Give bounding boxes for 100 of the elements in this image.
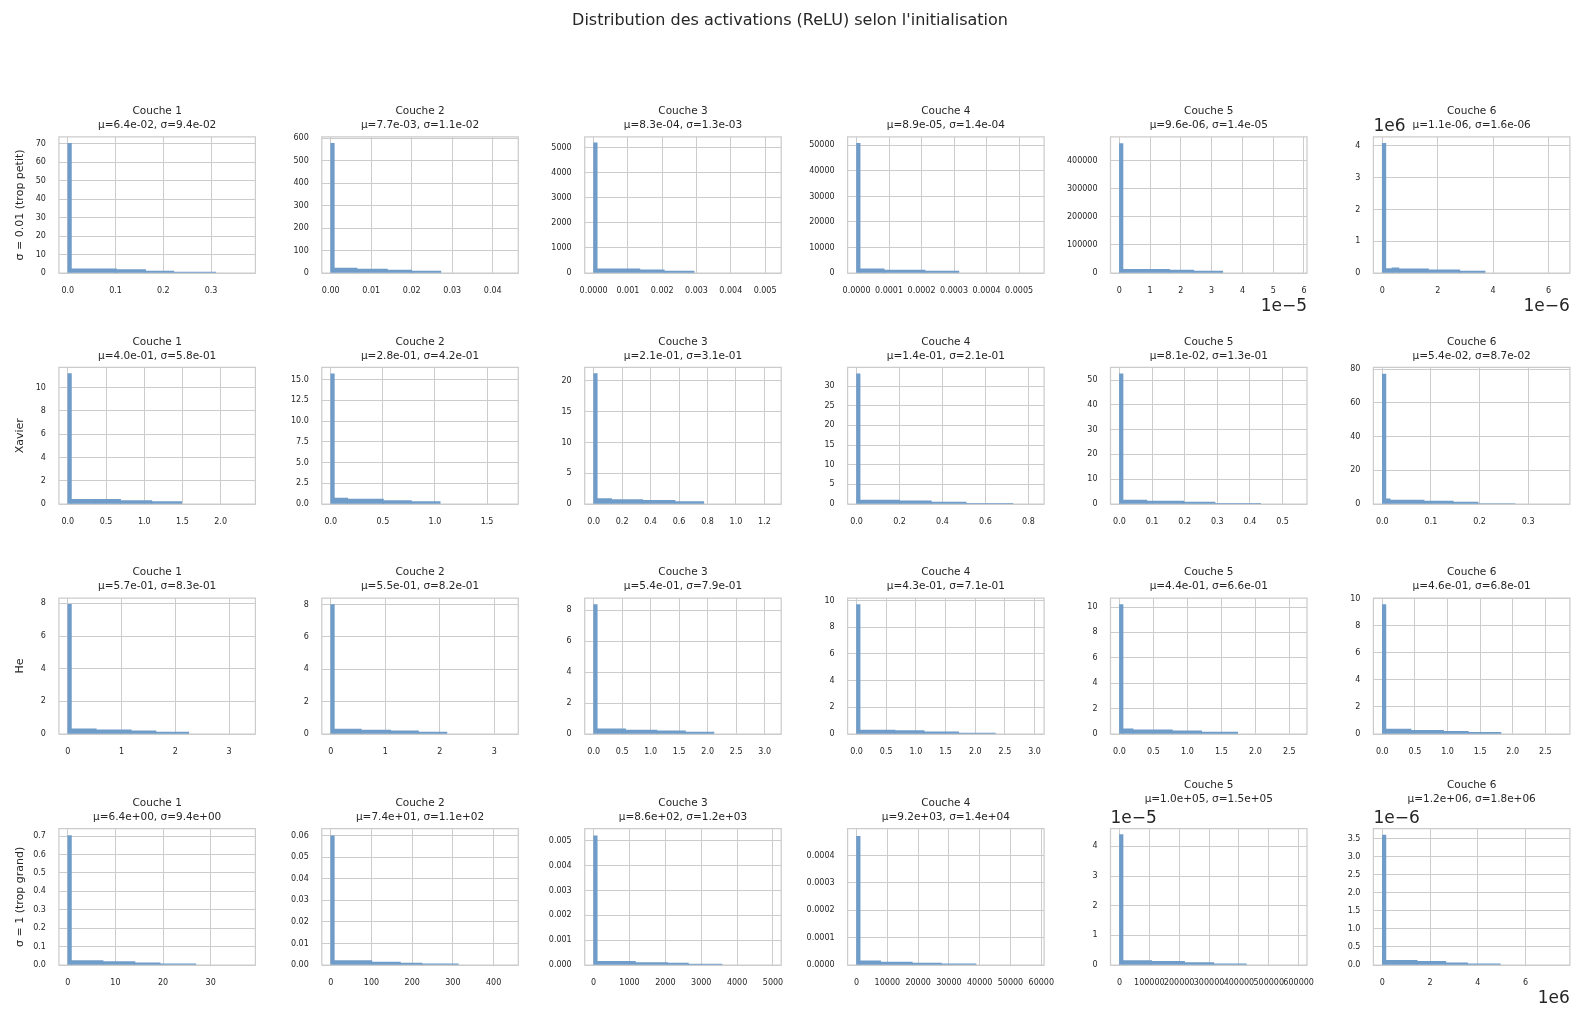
y-tick-label: 0.06 (290, 830, 309, 840)
y-tick-label: 40 (35, 194, 46, 204)
y-tick-label: 2.5 (1347, 869, 1361, 879)
y-tick-label: 0.00 (290, 960, 309, 970)
x-tick-label: 3000 (691, 977, 712, 987)
x-tick-label: 0.0004 (972, 285, 1001, 295)
y-tick-label: 3 (1092, 871, 1098, 881)
y-tick-label: 0.2 (33, 923, 46, 933)
y-axis-title: σ = 1 (trop grand) (12, 846, 26, 947)
y-tick-label: 20000 (809, 217, 835, 227)
x-tick-label: 0.3 (1521, 516, 1535, 526)
y-tick-label: 10 (824, 459, 835, 469)
y-tick-label: 10 (1087, 602, 1098, 612)
x-tick-label: 0.004 (719, 285, 743, 295)
x-tick-label: 1.0 (1181, 746, 1194, 756)
x-tick-label: 0.00 (321, 285, 340, 295)
x-tick-label: 0.0000 (842, 285, 871, 295)
y-tick-label: 8 (829, 622, 835, 632)
y-tick-label: 0.6 (33, 849, 46, 859)
y-tick-label: 0.002 (548, 910, 572, 920)
y-tick-label: 0.0004 (806, 850, 835, 860)
y-tick-label: 0.0 (33, 960, 46, 970)
chart-title: Couche 3 μ=8.3e-04, σ=1.3e-03 (623, 104, 743, 131)
x-axis-title: 1e−6 (1523, 295, 1570, 316)
x-tick-label: 5000 (762, 977, 784, 987)
y-tick-label: 3.5 (1347, 833, 1361, 843)
x-tick-label: 0.0 (587, 516, 601, 526)
x-tick-label: 2.0 (214, 516, 228, 526)
chart-title: Couche 3 μ=2.1e-01, σ=3.1e-01 (623, 334, 743, 361)
y-tick-label: 4 (1092, 678, 1098, 688)
x-tick-label: 2.5 (998, 746, 1012, 756)
y-tick-label: 0 (566, 268, 572, 278)
y-tick-label: 600 (293, 133, 309, 143)
x-tick-label: 3 (491, 746, 497, 756)
y-tick-label: 5000 (551, 142, 572, 152)
chart-title: Couche 1 μ=6.4e-02, σ=9.4e-02 (98, 104, 217, 131)
y-tick-label: 20 (1350, 465, 1361, 475)
y-tick-label: 80 (1350, 364, 1361, 374)
x-tick-label: 30000 (936, 977, 962, 987)
y-tick-label: 0.0 (1347, 960, 1361, 970)
y-tick-label: 2 (1355, 701, 1361, 711)
y-tick-label: 6 (566, 636, 572, 646)
y-tick-label: 300000 (1066, 183, 1098, 193)
y-tick-label: 0 (829, 268, 835, 278)
x-tick-label: 30 (205, 977, 216, 987)
y-tick-label: 10000 (809, 242, 835, 252)
y-tick-label: 2 (1092, 900, 1098, 910)
y-tick-label: 12.5 (290, 395, 309, 405)
x-tick-label: 0.5 (1147, 746, 1160, 756)
y-tick-label: 70 (35, 138, 46, 148)
x-tick-label: 0.4 (644, 516, 657, 526)
y-tick-label: 7.5 (296, 436, 309, 446)
y-tick-label: 4 (40, 452, 46, 462)
chart-title: Couche 6 μ=1.1e-06, σ=1.6e-06 (1412, 104, 1532, 131)
x-tick-label: 0.6 (979, 516, 992, 526)
x-tick-label: 0 (1379, 977, 1385, 987)
y-tick-label: 2.5 (296, 478, 309, 488)
x-tick-label: 1.0 (644, 746, 658, 756)
x-tick-label: 100000 (1134, 977, 1165, 987)
y-tick-label: 4 (1355, 674, 1361, 684)
y-tick-label: 10 (35, 249, 46, 259)
x-tick-label: 0.5 (99, 516, 113, 526)
y-tick-label: 50 (35, 175, 46, 185)
y-axis-title: σ = 0.01 (trop petit) (12, 149, 26, 261)
x-tick-label: 1.0 (1441, 746, 1454, 756)
y-tick-label: 60 (35, 157, 46, 167)
x-tick-label: 2 (437, 746, 443, 756)
y-tick-label: 10 (35, 382, 46, 392)
y-tick-label: 0 (303, 729, 309, 739)
x-tick-label: 2.0 (968, 746, 982, 756)
x-tick-label: 0.1 (109, 285, 122, 295)
y-tick-label: 40 (1087, 399, 1098, 409)
y-tick-label: 0.01 (290, 938, 309, 948)
y-tick-label: 1.5 (1347, 905, 1361, 915)
y-tick-label: 0.000 (548, 960, 572, 970)
x-tick-label: 0.3 (204, 285, 218, 295)
x-tick-label: 300000 (1193, 977, 1225, 987)
y-tick-label: 0.0001 (806, 932, 835, 942)
y-tick-label: 20 (561, 376, 572, 386)
x-tick-label: 200000 (1163, 977, 1195, 987)
x-tick-label: 1000 (619, 977, 640, 987)
x-tick-label: 0 (65, 977, 71, 987)
y-tick-label: 4 (829, 675, 835, 685)
x-tick-label: 2.0 (701, 746, 715, 756)
chart-title: Couche 3 μ=5.4e-01, σ=7.9e-01 (623, 565, 743, 592)
y-tick-label: 0 (1092, 960, 1098, 970)
y-tick-label: 40000 (809, 165, 835, 175)
y-tick-label: 5.0 (296, 457, 309, 467)
y-tick-label: 0 (40, 268, 46, 278)
y-tick-label: 1000 (551, 243, 572, 253)
y-tick-label: 0.03 (290, 895, 309, 905)
x-tick-label: 1.5 (1473, 746, 1487, 756)
x-tick-label: 2.5 (1538, 746, 1552, 756)
y-tick-label: 2.0 (1347, 887, 1361, 897)
x-tick-label: 3.0 (1028, 746, 1041, 756)
y-tick-label: 20 (824, 420, 835, 430)
x-tick-label: 0 (1116, 977, 1123, 987)
y-axis-title: Xavier (12, 417, 26, 454)
y-tick-label: 0.5 (33, 867, 46, 877)
x-tick-label: 1.0 (428, 516, 442, 526)
